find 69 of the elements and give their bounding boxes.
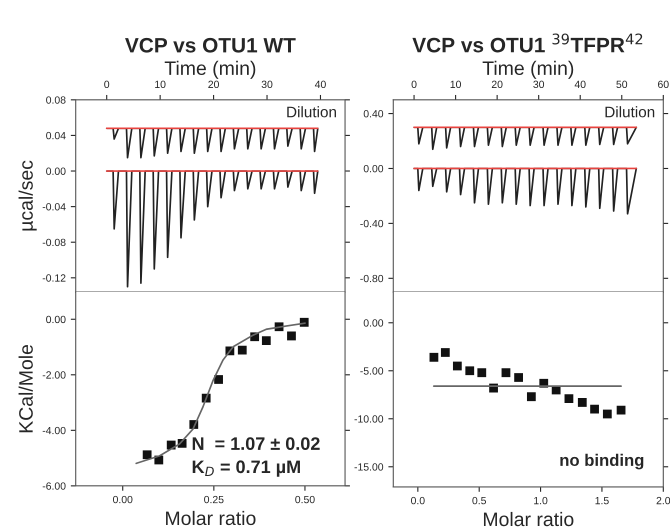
y-tick-label: -4.00 [42, 426, 66, 434]
point [142, 450, 152, 460]
x-tick-label: 1.0 [534, 496, 548, 504]
x-tick-label: 0.0 [411, 496, 425, 504]
y-tick-label: 0.00 [46, 168, 66, 175]
chart-title: VCP vs OTU1 WT [125, 38, 296, 53]
y-tick-label: -0.12 [42, 274, 66, 282]
chart-title: VCP vs OTU1 $^{39}$TFPR$^{42}$ [412, 33, 642, 52]
x-tick-label: 0.25 [204, 496, 224, 504]
point [238, 346, 247, 354]
point [526, 392, 536, 402]
x-tick-label: 20 [208, 80, 219, 88]
x-tick-label: 50 [616, 80, 628, 88]
x-tick-label: 40 [314, 80, 326, 88]
point [564, 394, 574, 403]
y-tick-label: -0.40 [360, 220, 384, 228]
y-tick-label: -2.00 [42, 371, 66, 379]
point [465, 366, 474, 376]
y-axis-title: µcal/sec [18, 160, 37, 230]
x-tick-label: 0.50 [295, 496, 315, 504]
annotation: N = 1.07 ± 0.02 [192, 437, 320, 450]
x-tick-label: 40 [574, 80, 586, 88]
y-tick-label: 0.00 [364, 164, 384, 172]
point [578, 398, 587, 407]
y-tick-label: 0.04 [46, 132, 66, 140]
y-tick-label: 0.08 [46, 96, 66, 104]
y-tick-label: 0.00 [46, 316, 66, 324]
x-axis-title: Time (min) [482, 60, 574, 79]
x-tick-label: 30 [533, 80, 544, 88]
point [477, 368, 486, 378]
x-axis-title: Molar ratio [484, 512, 574, 526]
y-tick-label: -10.00 [354, 415, 384, 423]
y-tick-label: -0.04 [42, 203, 66, 210]
x-tick-label: 0.00 [112, 496, 132, 504]
point [590, 404, 599, 414]
x-axis-title: Molar ratio [166, 510, 256, 526]
y-axis-title: KCal/Mole [18, 344, 33, 432]
y-tick-label: -6.00 [42, 482, 66, 490]
point [287, 332, 296, 340]
x-tick-label: 60 [658, 80, 669, 88]
point [616, 406, 626, 415]
x-tick-label: 2.0 [656, 496, 670, 504]
x-tick-label: 30 [262, 80, 272, 88]
x-axis-title: Time (min) [164, 60, 256, 79]
y-tick-label: 0.40 [364, 110, 384, 118]
y-tick-label: -0.80 [360, 274, 384, 282]
x-tick-label: 0.5 [472, 496, 486, 504]
annotation: Dilution [287, 106, 336, 118]
y-tick-label: -0.08 [42, 238, 66, 246]
x-tick-label: 0 [104, 80, 110, 88]
y-tick-label: -15.00 [354, 463, 384, 471]
x-tick-label: 10 [155, 80, 166, 88]
annotation: Dilution [606, 106, 654, 118]
point [440, 348, 450, 357]
y-tick-label: -5.00 [360, 367, 384, 375]
point [262, 336, 271, 346]
point [214, 375, 223, 384]
point [602, 410, 612, 418]
x-tick-label: 10 [450, 80, 461, 88]
point [430, 352, 438, 362]
point [452, 362, 462, 370]
x-tick-label: 1.5 [595, 497, 609, 504]
x-tick-label: 20 [492, 80, 503, 88]
x-tick-label: 0 [412, 80, 417, 88]
annotation: no binding [560, 454, 644, 470]
point [502, 368, 510, 378]
point [514, 373, 523, 382]
y-tick-label: 0.00 [364, 319, 384, 327]
annotation: K$_{D}$ = 0.71 µM [192, 460, 300, 477]
